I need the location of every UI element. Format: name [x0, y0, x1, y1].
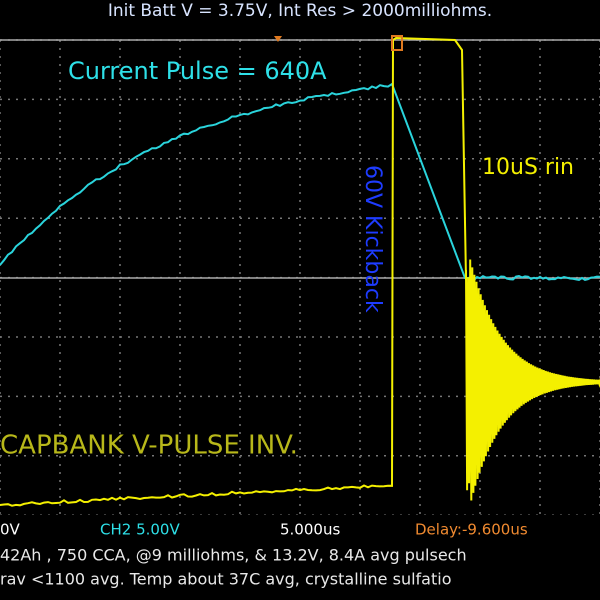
current-annotation: Current Pulse = 640A: [68, 57, 327, 85]
note-line: 42Ah , 750 CCA, @9 milliohms, & 13.2V, 8…: [0, 546, 467, 565]
ch2-scale: CH2 5.00V: [100, 521, 180, 539]
ch1-scale: 0V: [0, 521, 21, 539]
title: Init Batt V = 3.75V, Int Res > 2000milli…: [108, 1, 492, 21]
timebase: 5.000us: [280, 521, 340, 539]
kickback-annotation: 60V Kickback: [360, 165, 385, 313]
scope-screen: Init Batt V = 3.75V, Int Res > 2000milli…: [0, 0, 600, 600]
delay: Delay:-9.600us: [415, 521, 528, 539]
note-line: rav <1100 avg. Temp about 37C avg, cryst…: [0, 570, 451, 589]
ringing-annotation: 10uS rin: [482, 155, 574, 180]
capbank-annotation: CAPBANK V-PULSE INV.: [0, 431, 298, 461]
